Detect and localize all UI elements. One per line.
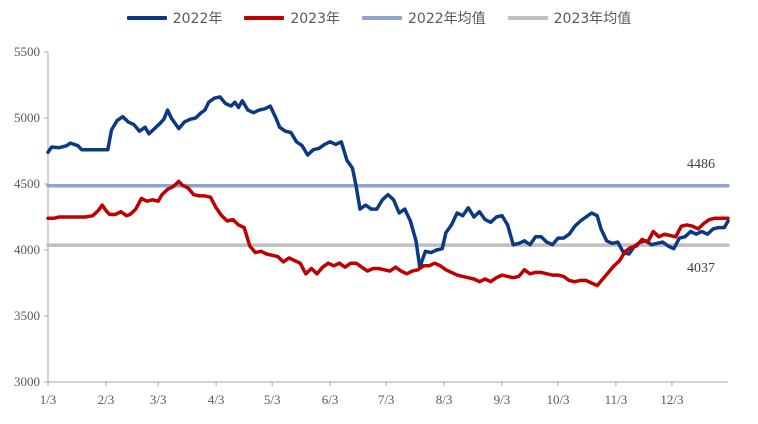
annotation-2023-mean: 4037 bbox=[687, 261, 715, 276]
x-tick-label: 5/3 bbox=[264, 392, 281, 407]
legend-label-2022: 2022年 bbox=[172, 11, 223, 27]
x-tick-label: 4/3 bbox=[208, 392, 225, 407]
legend-item-2022: 2022年 bbox=[126, 8, 223, 28]
y-tick-label: 5000 bbox=[14, 110, 40, 125]
y-tick-label: 3500 bbox=[14, 308, 40, 323]
x-tick-label: 8/3 bbox=[436, 392, 453, 407]
legend-label-2023-mean: 2023年均值 bbox=[553, 11, 632, 27]
x-tick-label: 3/3 bbox=[150, 392, 167, 407]
x-tick-label: 12/3 bbox=[660, 392, 683, 407]
annotation-2022-mean: 4486 bbox=[687, 157, 715, 172]
x-tick-label: 7/3 bbox=[378, 392, 395, 407]
x-tick-label: 6/3 bbox=[322, 392, 339, 407]
x-tick-label: 10/3 bbox=[546, 392, 569, 407]
legend: 2022年 2023年 2022年均值 2023年均值 bbox=[0, 8, 758, 28]
legend-item-2022-mean: 2022年均值 bbox=[362, 8, 486, 28]
legend-item-2023: 2023年 bbox=[244, 8, 340, 28]
y-tick-label: 4500 bbox=[14, 176, 40, 191]
legend-label-2022-mean: 2022年均值 bbox=[408, 11, 486, 27]
line-2022 bbox=[46, 95, 730, 269]
legend-item-2023-mean: 2023年均值 bbox=[507, 8, 632, 28]
x-tick-label: 11/3 bbox=[605, 392, 628, 407]
x-tick-label: 9/3 bbox=[494, 392, 511, 407]
legend-swatch-2022-mean bbox=[362, 16, 402, 20]
x-tick-label: 2/3 bbox=[98, 392, 115, 407]
y-tick-label: 3000 bbox=[14, 374, 40, 389]
x-tick-label: 1/3 bbox=[40, 392, 57, 407]
legend-swatch-2023-mean bbox=[507, 16, 548, 20]
y-tick-label: 5500 bbox=[14, 44, 40, 59]
legend-label-2023: 2023年 bbox=[290, 11, 340, 27]
line-2023 bbox=[46, 179, 730, 288]
legend-swatch-2023 bbox=[244, 16, 285, 20]
y-tick-label: 4000 bbox=[14, 242, 40, 257]
legend-swatch-2022 bbox=[126, 16, 167, 20]
